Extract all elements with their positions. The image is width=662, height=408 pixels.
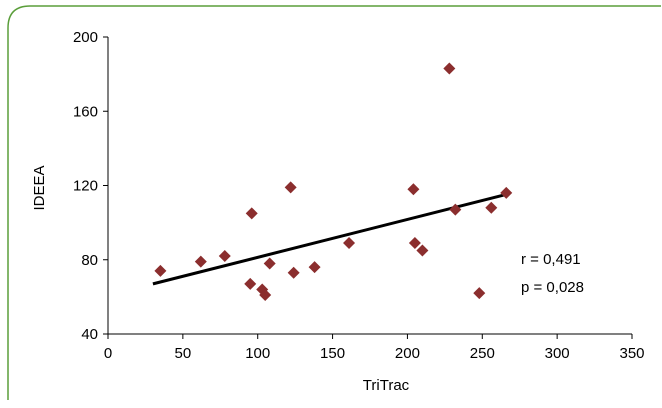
data-point xyxy=(245,207,258,220)
y-tick-label: 80 xyxy=(81,252,98,269)
y-axis-label: IDEEA xyxy=(31,165,48,210)
data-point xyxy=(308,261,321,274)
x-axis-label: TriTrac xyxy=(363,377,410,394)
data-point xyxy=(449,203,462,216)
data-point xyxy=(408,237,421,250)
points-layer xyxy=(154,62,513,302)
data-point xyxy=(473,287,486,300)
data-point xyxy=(244,277,257,290)
x-tick-label: 250 xyxy=(470,345,495,362)
data-point xyxy=(343,237,356,250)
data-point xyxy=(485,201,498,214)
trendline-layer xyxy=(152,193,506,286)
data-point xyxy=(287,266,300,279)
x-tick-label: 0 xyxy=(104,345,112,362)
data-point xyxy=(500,186,513,199)
y-tick-label: 120 xyxy=(73,178,98,195)
x-tick-label: 50 xyxy=(175,345,192,362)
y-tick-label: 200 xyxy=(73,29,98,46)
data-point xyxy=(259,289,272,302)
trendline xyxy=(152,193,506,286)
data-point xyxy=(263,257,276,270)
data-point xyxy=(284,181,297,194)
data-point xyxy=(407,183,420,196)
data-point xyxy=(416,244,429,257)
x-tick-label: 350 xyxy=(619,345,644,362)
y-tick-label: 40 xyxy=(81,326,98,343)
data-point xyxy=(194,255,207,268)
data-point xyxy=(154,264,167,277)
y-tick-label: 160 xyxy=(73,103,98,120)
annotation-p: p = 0,028 xyxy=(521,279,584,296)
annotation-r: r = 0,491 xyxy=(521,251,581,268)
chart-border xyxy=(7,5,661,400)
axes: 0 50 100 150 200 250 300 350 40 80 120 160 200 xyxy=(73,29,645,362)
data-point xyxy=(218,250,231,263)
x-tick-label: 300 xyxy=(545,345,570,362)
data-point xyxy=(443,62,456,75)
x-tick-label: 150 xyxy=(320,345,345,362)
x-tick-label: 200 xyxy=(395,345,420,362)
x-tick-label: 100 xyxy=(245,345,270,362)
